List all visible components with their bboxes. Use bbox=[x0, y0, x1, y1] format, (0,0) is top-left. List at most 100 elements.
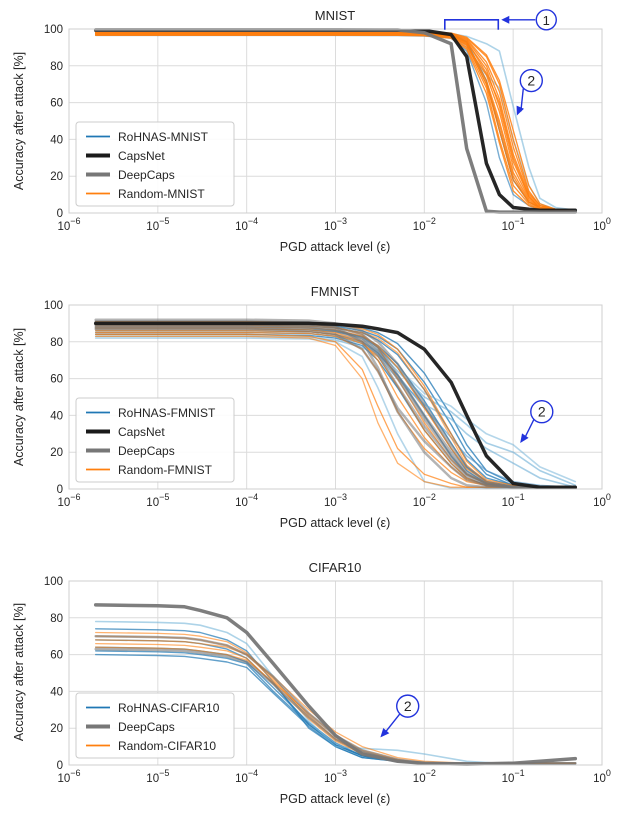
x-tick-label: 10−6 bbox=[57, 768, 80, 785]
annotation-arrow bbox=[383, 713, 401, 734]
chart-title: MNIST bbox=[315, 8, 356, 23]
legend-label: DeepCaps bbox=[118, 720, 175, 734]
legend-label: RoHNAS-FMNIST bbox=[118, 406, 216, 420]
legend: RoHNAS-MNIST CapsNet DeepCaps Random-MNIST bbox=[75, 121, 235, 207]
annotation-circle bbox=[535, 9, 557, 31]
annotation-arrow bbox=[523, 419, 535, 440]
y-axis-label: Accuracy after attack [%] bbox=[12, 603, 26, 741]
annotation-arrow: 2 bbox=[520, 400, 554, 443]
y-tick-label: 20 bbox=[50, 723, 63, 735]
bracket-line bbox=[444, 18, 500, 30]
y-tick-label: 80 bbox=[50, 337, 63, 349]
legend: RoHNAS-CIFAR10 DeepCaps Random-CIFAR10 bbox=[75, 692, 235, 759]
y-tick-label: 60 bbox=[50, 650, 63, 662]
y-tick-label: 60 bbox=[50, 98, 63, 110]
chart-title: FMNIST bbox=[311, 284, 359, 299]
series-line-deepcaps-17 bbox=[93, 27, 578, 214]
arrow-head bbox=[501, 15, 510, 24]
y-axis-label: Accuracy after attack [%] bbox=[12, 52, 26, 190]
chart-panel-fmnist: FMNIST Accuracy after attack [%] PGD att… bbox=[12, 284, 611, 530]
x-tick-label: 10−6 bbox=[57, 216, 80, 233]
y-tick-label: 0 bbox=[57, 484, 63, 496]
annotation-circle bbox=[519, 68, 543, 93]
y-tick-label: 40 bbox=[50, 134, 63, 146]
x-tick-label: 10−4 bbox=[235, 492, 258, 509]
plot-frame bbox=[68, 304, 603, 490]
x-tick-label: 10−5 bbox=[146, 216, 169, 233]
annotation-arrow: 2 bbox=[516, 68, 543, 116]
series-line-random-mnist-13 bbox=[95, 32, 576, 212]
series-line-deepcaps-13 bbox=[94, 647, 577, 765]
legend-box bbox=[75, 692, 235, 759]
x-tick-label: 10−6 bbox=[57, 492, 80, 509]
series-group bbox=[93, 318, 578, 489]
x-axis-label: PGD attack level (ε) bbox=[280, 240, 390, 254]
y-tick-label: 60 bbox=[50, 374, 63, 386]
legend-label: DeepCaps bbox=[118, 168, 175, 182]
x-tick-label: 10−4 bbox=[235, 216, 258, 233]
chart-title: CIFAR10 bbox=[309, 560, 362, 575]
series-line-rohnas-cifar10-5 bbox=[94, 620, 577, 765]
legend-label: RoHNAS-MNIST bbox=[118, 130, 209, 144]
y-tick-label: 40 bbox=[50, 410, 63, 422]
annotation-bracket: 1 bbox=[444, 9, 557, 31]
series-line-random-mnist-12 bbox=[95, 34, 576, 212]
annotation-circle bbox=[530, 400, 554, 424]
y-tick-label: 0 bbox=[57, 208, 63, 220]
x-tick-label: 100 bbox=[593, 768, 611, 785]
x-tick-label: 10−3 bbox=[324, 492, 347, 509]
legend-box bbox=[75, 397, 235, 483]
x-tick-label: 10−2 bbox=[413, 492, 436, 509]
arrow-head bbox=[380, 727, 390, 738]
y-axis-label: Accuracy after attack [%] bbox=[12, 328, 26, 466]
x-tick-label: 10−3 bbox=[324, 216, 347, 233]
annotation-label: 2 bbox=[404, 698, 412, 714]
legend-label: Random-FMNIST bbox=[118, 463, 213, 477]
plot-frame bbox=[68, 28, 603, 214]
y-tick-label: 100 bbox=[44, 300, 63, 312]
x-tick-label: 10−3 bbox=[324, 768, 347, 785]
annotation-label: 1 bbox=[543, 13, 550, 28]
annotation-label: 2 bbox=[538, 404, 546, 420]
annotation-circle bbox=[396, 694, 420, 718]
arrow-head bbox=[516, 105, 524, 116]
y-tick-label: 40 bbox=[50, 686, 63, 698]
annotation-label: 2 bbox=[527, 73, 535, 89]
series-group bbox=[93, 603, 578, 766]
chart-panel-cifar10: CIFAR10 Accuracy after attack [%] PGD at… bbox=[12, 560, 611, 806]
x-tick-label: 10−1 bbox=[502, 216, 525, 233]
x-tick-label: 100 bbox=[593, 492, 611, 509]
x-tick-label: 10−5 bbox=[146, 768, 169, 785]
plot-frame bbox=[68, 580, 603, 766]
x-axis-label: PGD attack level (ε) bbox=[280, 792, 390, 806]
legend: RoHNAS-FMNIST CapsNet DeepCaps Random-FMNIS… bbox=[75, 397, 235, 483]
y-tick-label: 100 bbox=[44, 576, 63, 588]
x-tick-label: 10−2 bbox=[413, 768, 436, 785]
y-tick-label: 100 bbox=[44, 24, 63, 36]
legend-label: Random-MNIST bbox=[118, 187, 205, 201]
x-tick-label: 10−1 bbox=[502, 768, 525, 785]
x-axis-label: PGD attack level (ε) bbox=[280, 516, 390, 530]
y-tick-label: 20 bbox=[50, 447, 63, 459]
y-tick-label: 20 bbox=[50, 171, 63, 183]
series-line-deepcaps-26 bbox=[94, 327, 577, 489]
x-tick-label: 10−4 bbox=[235, 768, 258, 785]
x-tick-label: 10−5 bbox=[146, 492, 169, 509]
x-tick-label: 100 bbox=[593, 216, 611, 233]
legend-label: DeepCaps bbox=[118, 444, 175, 458]
y-tick-label: 80 bbox=[50, 613, 63, 625]
series-line-random-mnist-15 bbox=[95, 33, 576, 212]
legend-box bbox=[75, 121, 235, 207]
legend-label: Random-CIFAR10 bbox=[118, 739, 216, 753]
legend-label: RoHNAS-CIFAR10 bbox=[118, 701, 220, 715]
x-tick-label: 10−2 bbox=[413, 216, 436, 233]
annotation-arrow: 2 bbox=[380, 694, 420, 738]
y-tick-label: 0 bbox=[57, 760, 63, 772]
legend-label: CapsNet bbox=[118, 149, 165, 163]
arrow-head bbox=[520, 433, 529, 443]
x-tick-label: 10−1 bbox=[502, 492, 525, 509]
chart-panel-mnist: MNIST Accuracy after attack [%] PGD atta… bbox=[12, 8, 611, 254]
series-group bbox=[93, 27, 578, 214]
series-line-capsnet-27 bbox=[93, 321, 578, 489]
